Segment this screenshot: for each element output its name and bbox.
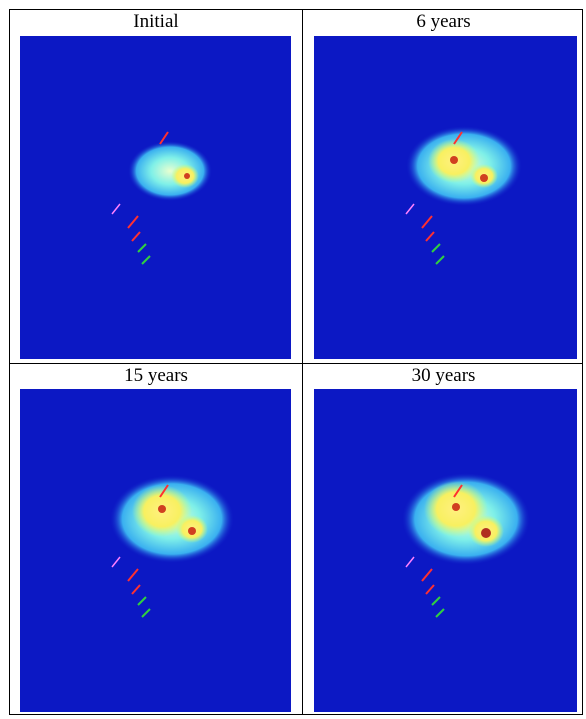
plume-map bbox=[20, 36, 291, 359]
plume-map bbox=[314, 389, 577, 712]
panel: 6 years bbox=[303, 10, 584, 363]
panel: 15 years bbox=[10, 364, 302, 716]
panel: 30 years bbox=[303, 364, 584, 716]
plume-map bbox=[20, 389, 291, 712]
plume-map bbox=[314, 36, 577, 359]
panel-title: 15 years bbox=[10, 364, 302, 388]
panel: Initial bbox=[10, 10, 302, 363]
panel-title: 30 years bbox=[303, 364, 584, 388]
panel-title: 6 years bbox=[303, 10, 584, 34]
figure: Initial 6 years 15 years bbox=[9, 9, 583, 715]
panel-title: Initial bbox=[10, 10, 302, 34]
